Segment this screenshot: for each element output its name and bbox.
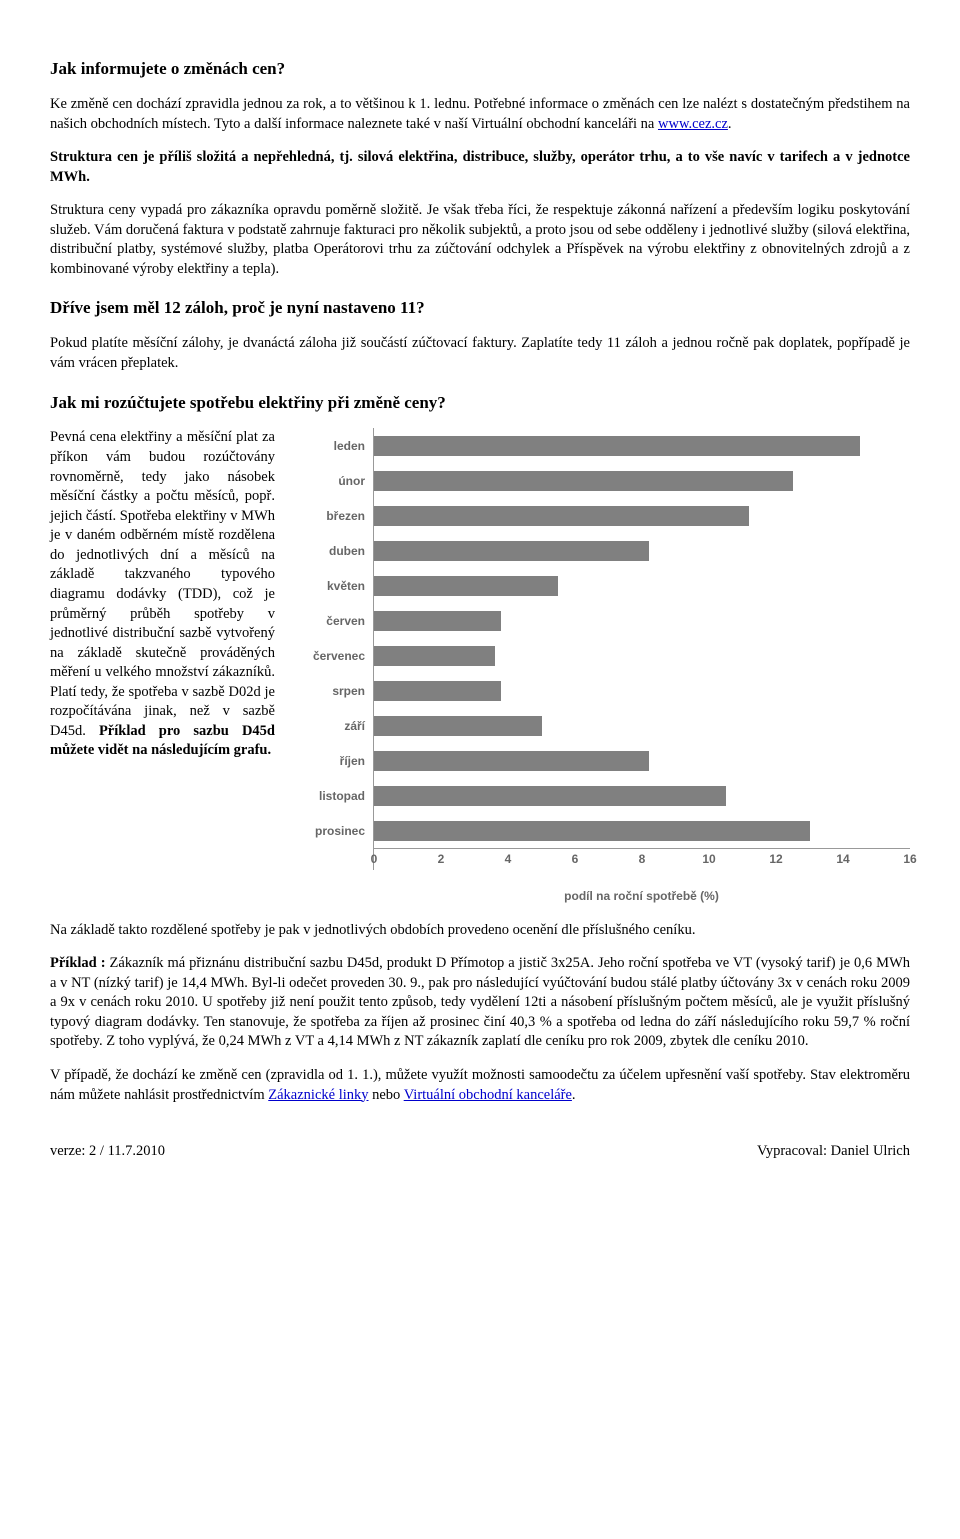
chart-x-label: podíl na roční spotřebě (%) [373, 888, 910, 904]
chart-bar-area [373, 498, 910, 533]
para-struktura-bold: Struktura cen je příliš složitá a nepřeh… [50, 148, 910, 187]
chart-row: červenec [295, 638, 910, 673]
para-struktura-explain: Struktura ceny vypadá pro zákazníka opra… [50, 201, 910, 279]
chart-bar-area [373, 638, 910, 673]
chart-bar-area [373, 568, 910, 603]
chart-tick: 0 [371, 851, 378, 867]
chart-bar [374, 646, 495, 666]
chart-tick: 8 [639, 851, 646, 867]
chart-row: březen [295, 498, 910, 533]
chart-tick: 2 [438, 851, 445, 867]
link-cez[interactable]: www.cez.cz [658, 116, 728, 132]
page-footer: verze: 2 / 11.7.2010 Vypracoval: Daniel … [50, 1135, 910, 1162]
chart-tick: 16 [903, 851, 916, 867]
chart-row: duben [295, 533, 910, 568]
chart-row: září [295, 708, 910, 743]
chart-month-label: červenec [295, 648, 373, 664]
chart-month-label: listopad [295, 788, 373, 804]
chart-tick: 6 [572, 851, 579, 867]
chart-bar-area [373, 463, 910, 498]
chart-month-label: červen [295, 613, 373, 629]
chart-row: květen [295, 568, 910, 603]
heading-price-changes: Jak informujete o změnách cen? [50, 58, 910, 81]
chart-tick: 12 [769, 851, 782, 867]
chart-bar-area [373, 778, 910, 813]
para-price-changes-1: Ke změně cen dochází zpravidla jednou za… [50, 95, 910, 134]
para-oceneni: Na základě takto rozdělené spotřeby je p… [50, 921, 910, 941]
chart-bar [374, 611, 501, 631]
chart-bar-area [373, 533, 910, 568]
chart-bar-area [373, 743, 910, 778]
chart-axis-area: 0246810121416 [373, 848, 910, 870]
chart-bar [374, 716, 542, 736]
chart-month-label: září [295, 718, 373, 734]
chart-bar [374, 681, 501, 701]
text: Zákazník má přiznánu distribuční sazbu D… [50, 955, 910, 1049]
chart-bar-area [373, 428, 910, 463]
chart-bar-area [373, 813, 910, 848]
chart-month-label: říjen [295, 753, 373, 769]
chart-row: říjen [295, 743, 910, 778]
para-priklad: Příklad : Zákazník má přiznánu distribuč… [50, 954, 910, 1052]
link-virtualni-kancelar[interactable]: Virtuální obchodní kanceláře [404, 1087, 572, 1103]
chart-bar [374, 471, 793, 491]
heading-12-zaloh: Dříve jsem měl 12 záloh, proč je nyní na… [50, 297, 910, 320]
text-bold: Příklad : [50, 955, 110, 971]
chart-month-label: leden [295, 438, 373, 454]
chart-bar [374, 576, 558, 596]
chart-bar [374, 506, 749, 526]
chart-bar [374, 436, 860, 456]
chart-row: únor [295, 463, 910, 498]
chart-bar [374, 786, 726, 806]
chart-bar [374, 541, 649, 561]
chart-bar-area [373, 673, 910, 708]
para-samodecet: V případě, že dochází ke změně cen (zpra… [50, 1066, 910, 1105]
chart-row: leden [295, 428, 910, 463]
chart-row: červen [295, 603, 910, 638]
chart-row: prosinec [295, 813, 910, 848]
chart-month-label: srpen [295, 683, 373, 699]
text: Ke změně cen dochází zpravidla jednou za… [50, 96, 910, 132]
text: . [728, 116, 732, 132]
chart-axis-spacer [295, 848, 373, 870]
chart-month-label: březen [295, 508, 373, 524]
chart-month-label: duben [295, 543, 373, 559]
footer-version: verze: 2 / 11.7.2010 [50, 1142, 165, 1162]
text: Pevná cena elektřiny a měsíční plat za p… [50, 429, 275, 738]
chart-bar-area [373, 708, 910, 743]
monthly-share-chart: leden únor březen duben květen červen červenec… [295, 428, 910, 904]
footer-author: Vypracoval: Daniel Ulrich [757, 1142, 910, 1162]
link-zakaznicka-linka[interactable]: Zákaznické linky [268, 1087, 368, 1103]
chart-bar [374, 751, 649, 771]
chart-bar [374, 821, 810, 841]
chart-month-label: prosinec [295, 823, 373, 839]
para-rozuctovani-left: Pevná cena elektřiny a měsíční plat za p… [50, 428, 275, 761]
para-12-zaloh: Pokud platíte měsíční zálohy, je dvanáct… [50, 334, 910, 373]
chart-bar-area [373, 603, 910, 638]
chart-row: listopad [295, 778, 910, 813]
chart-month-label: květen [295, 578, 373, 594]
chart-row: srpen [295, 673, 910, 708]
chart-tick: 4 [505, 851, 512, 867]
text: nebo [369, 1087, 404, 1103]
chart-x-axis: 0246810121416 [295, 848, 910, 870]
heading-rozuctovani: Jak mi rozúčtujete spotřebu elektřiny př… [50, 392, 910, 415]
chart-month-label: únor [295, 473, 373, 489]
chart-tick: 14 [836, 851, 849, 867]
text: . [572, 1087, 576, 1103]
chart-tick: 10 [702, 851, 715, 867]
chart-text-row: Pevná cena elektřiny a měsíční plat za p… [50, 428, 910, 904]
